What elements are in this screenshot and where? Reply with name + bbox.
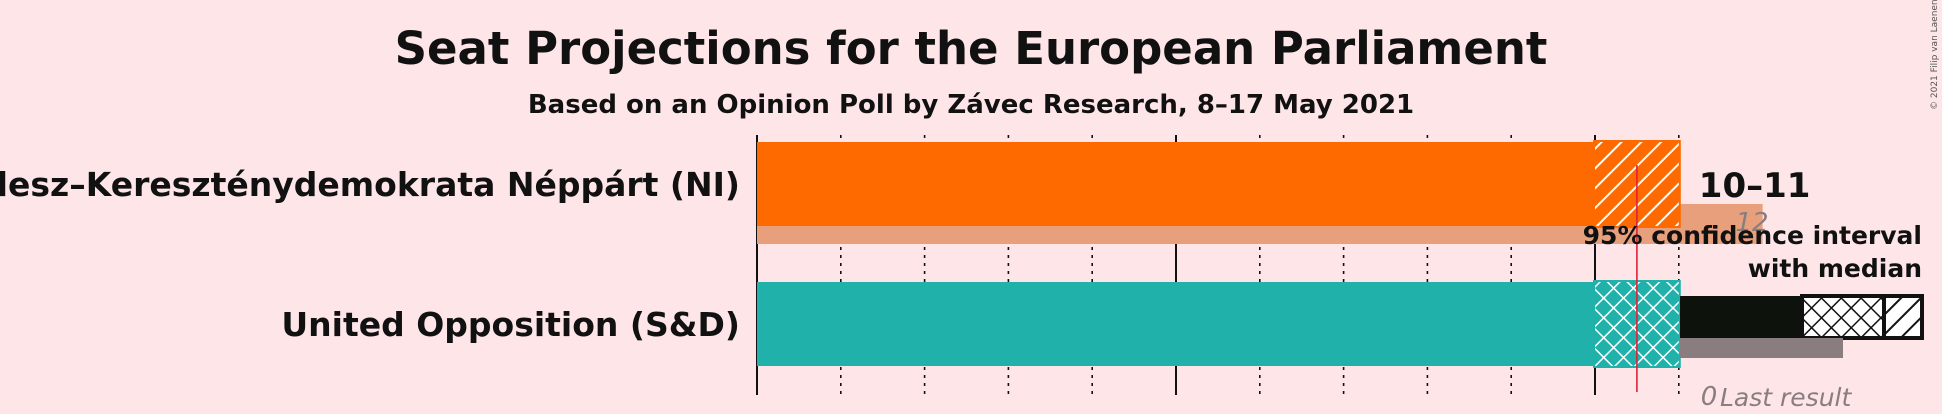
chart-subtitle: Based on an Opinion Poll by Závec Resear… — [528, 90, 1414, 120]
last-result-label-1: 0 — [1701, 382, 1718, 412]
party-label-1: United Opposition (S&D) — [281, 305, 740, 344]
legend: 95% confidence interval with median Last… — [1583, 221, 1924, 412]
legend-ci-label: 95% confidence interval — [1583, 221, 1922, 250]
legend-median-label: with median — [1748, 254, 1922, 283]
legend-last-label: Last result — [1720, 383, 1852, 412]
legend-last-bar — [1680, 338, 1843, 358]
party-label-0: Fidesz–Kereszténydemokrata Néppárt (NI) — [0, 165, 740, 204]
bar-solid-1 — [757, 282, 1595, 366]
legend-ci-hatch — [1882, 294, 1924, 340]
legend-ci-solid — [1680, 296, 1802, 338]
bars-layer — [757, 140, 1763, 392]
bar-solid-0 — [757, 142, 1595, 226]
labels-layer: Fidesz–Kereszténydemokrata Néppárt (NI) 1… — [0, 165, 1810, 412]
chart-title: Seat Projections for the European Parlia… — [395, 22, 1548, 75]
legend-ci-cross — [1800, 294, 1886, 340]
last-result-label-0: 12 — [1736, 208, 1769, 238]
copyright-note: © 2021 Filip van Laenen — [1930, 0, 1940, 110]
range-label-0: 10–11 — [1699, 166, 1811, 206]
